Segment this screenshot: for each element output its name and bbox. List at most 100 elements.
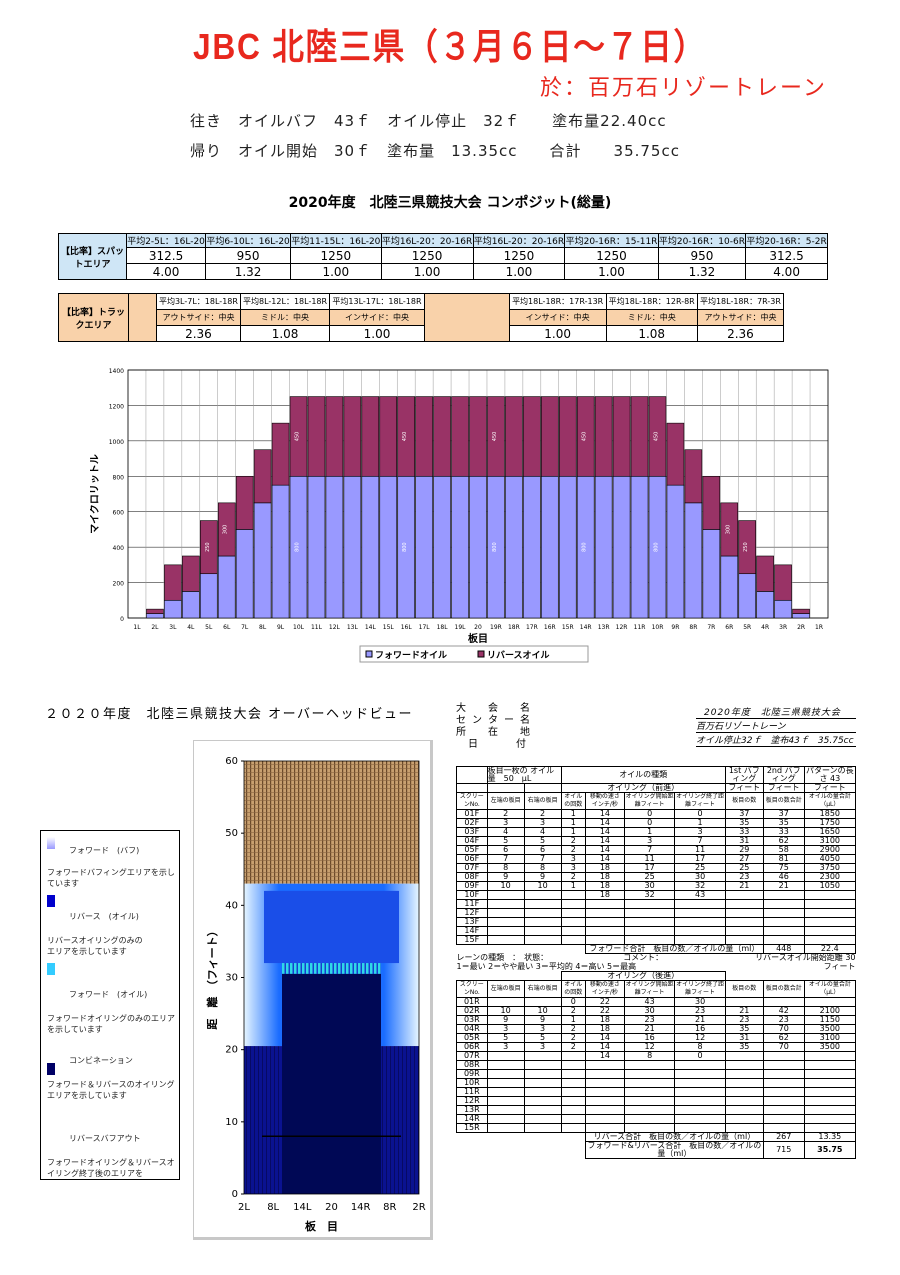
table-cell: [560, 1087, 586, 1097]
bar-forward: [702, 529, 721, 619]
table-cell: [457, 1142, 586, 1159]
table-cell: 3: [523, 1042, 562, 1052]
ratio-head: 平均20-16R：5-2R: [745, 233, 828, 248]
y-tick-label: 10: [225, 1117, 238, 1128]
x-tick-label: 1R: [815, 624, 823, 631]
ratio-head: 平均6-10L：16L-20: [205, 233, 291, 248]
table-head: スクリーンNo. 左端の板目 右端の板目 オイルの回数 移動の速さ インチ/秒 オイリング…: [456, 792, 857, 810]
table-cell: 3500: [803, 1042, 857, 1052]
x-tick-label: 14L: [293, 1202, 312, 1213]
table-cell: [584, 1114, 625, 1124]
ratio-head: 平均18L-18R：12R-8R: [605, 293, 698, 310]
ratio-value: 1250: [380, 247, 474, 264]
bar-forward: [594, 475, 613, 619]
table-cell: 移動の速さ インチ/秒: [584, 792, 625, 810]
meta-center: 百万石リゾートレーン: [696, 719, 856, 733]
table-cell: 13.35: [803, 1132, 857, 1142]
data-label: 800: [492, 542, 498, 552]
table-cell: 15R: [456, 1123, 488, 1133]
bar-forward: [451, 475, 469, 619]
bar-reverse: [523, 396, 541, 477]
x-tick-label: 1L: [133, 624, 141, 631]
table-cell: 14: [584, 1051, 625, 1061]
ratio-value: 1.00: [329, 325, 425, 342]
x-tick-label: 12R: [616, 624, 628, 631]
event-meta-labels: 大 会 名 センター名 所 在 地 日 付: [456, 703, 536, 751]
table-cell: [762, 1060, 805, 1070]
x-tick-label: 8L: [267, 1202, 279, 1213]
x-tick-label: 10L: [293, 624, 305, 631]
table-cell: 43: [674, 890, 726, 900]
table-cell: 板目一枚の オイル量 50 μL: [486, 766, 562, 784]
table-row: 08F 9 9 2 18 25 30 23 46 2300: [456, 872, 857, 882]
ratio-area: インサイド：中央: [508, 309, 607, 326]
table-cell: [803, 1078, 857, 1088]
bar-forward: [146, 613, 164, 619]
bar-reverse: [541, 396, 559, 477]
table-cell: [724, 1105, 764, 1115]
bar-forward: [217, 555, 236, 619]
table-cell: オイリング開始距離フィート: [623, 980, 676, 998]
table-cell: オイリング終了距離フィート: [674, 792, 726, 810]
table-cell: [724, 1114, 764, 1124]
oil-line-reverse: 帰り オイル開始 30ｆ 塗布量 13.35cc 合計 35.75cc: [190, 142, 680, 160]
table-cell: [762, 1105, 805, 1115]
ratio-area: ミドル：中央: [605, 309, 698, 326]
x-tick-label: 2R: [412, 1202, 425, 1213]
bar-reverse: [630, 396, 649, 477]
table-cell: 21: [724, 881, 764, 891]
bar-reverse: [469, 396, 487, 477]
legend-frame: [359, 645, 589, 663]
bar-reverse: [217, 502, 236, 557]
y-tick-label: 800: [113, 474, 125, 481]
ratio-head: 平均20-16R：15-11R: [564, 233, 659, 248]
table-cell: [523, 935, 562, 945]
table-cell: [674, 1096, 726, 1106]
table-cell: 21: [762, 881, 805, 891]
bar-reverse: [182, 555, 200, 592]
table-cell: [762, 908, 805, 918]
table-row: 06R 3 3 2 14 12 8 35 70 3500: [456, 1042, 857, 1052]
table-cell: スクリーンNo.: [456, 980, 488, 998]
table-cell: [456, 783, 488, 793]
table-cell: [674, 1087, 726, 1097]
table-cell: [674, 899, 726, 909]
lane-forward-area: [264, 890, 399, 964]
ratio-value: 1.00: [472, 263, 566, 280]
table-row: 05R 5 5 2 14 16 12 31 62 3100: [456, 1033, 857, 1043]
x-tick-label: 8R: [689, 624, 697, 631]
ratio-value: 950: [657, 247, 747, 264]
table-cell: [560, 908, 586, 918]
table-mid: 1＝最い 2＝やや最い 3＝平均的 4＝高い 5＝最高 フィート: [457, 962, 856, 972]
x-tick-label: 6L: [223, 624, 231, 631]
table-cell: [523, 917, 562, 927]
table-cell: [674, 908, 726, 918]
y-tick-label: 1000: [109, 439, 124, 446]
legend-desc: フォワードオイリングのみのエリアを示しています: [47, 1014, 175, 1034]
data-label: 450: [492, 432, 498, 442]
x-tick-label: 15R: [562, 624, 574, 631]
table-row: 13R: [456, 1105, 857, 1115]
x-tick-label: 2R: [797, 624, 805, 631]
overhead-view-frame: 0 10 20 30 40 50 60 2L 8L 14L 20 14R 8R 2R 距 離 （フィート） 板…: [193, 740, 433, 1240]
table-cell: 70: [762, 1042, 805, 1052]
bar-reverse: [379, 396, 398, 477]
x-tick-label: 11R: [634, 624, 646, 631]
table-cell: [803, 1051, 857, 1061]
x-tick-label: 3R: [779, 624, 787, 631]
table-cell: [724, 1069, 764, 1079]
x-tick-label: 16R: [544, 624, 556, 631]
table-head: スクリーンNo. 左端の板目 右端の板目 オイルの回数 移動の速さ インチ/秒 オイリング…: [456, 980, 857, 998]
table-cell: [523, 1051, 562, 1061]
table-cell: [724, 926, 764, 936]
ratio-value: 2.36: [696, 325, 785, 342]
ratio-head: 平均13L-17L：18L-18R: [329, 293, 425, 310]
lane-forward-oil: [282, 963, 381, 974]
ratio-value: 4.00: [125, 263, 207, 280]
ratio-value: 1.00: [508, 325, 607, 342]
ratio-area: ミドル：中央: [239, 309, 331, 326]
ratio-head: 平均3L-7L：18L-18R: [156, 293, 241, 310]
table-cell: [584, 908, 625, 918]
table-cell: 右端の板目: [523, 792, 562, 810]
event-meta-values: 2020年度 北陸三県競技大会 百万石リゾートレーン オイル停止32ｆ 塗布43…: [696, 705, 856, 747]
